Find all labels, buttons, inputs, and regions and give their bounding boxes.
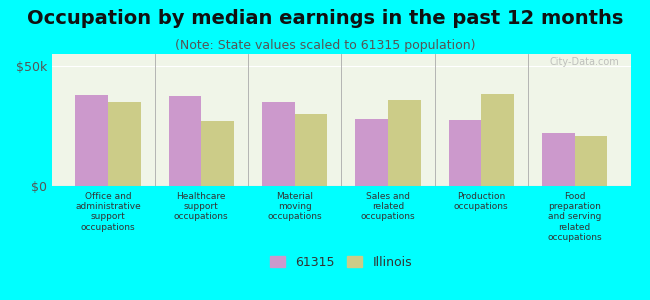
Bar [108, 102, 140, 186]
Legend: 61315, Illinois: 61315, Illinois [264, 249, 419, 275]
Text: (Note: State values scaled to 61315 population): (Note: State values scaled to 61315 popu… [175, 39, 475, 52]
Bar [575, 136, 607, 186]
Bar [202, 121, 234, 186]
Text: Occupation by median earnings in the past 12 months: Occupation by median earnings in the pas… [27, 9, 623, 28]
Bar [168, 96, 202, 186]
Bar [75, 95, 108, 186]
Bar [481, 94, 514, 186]
Bar [542, 133, 575, 186]
Bar [448, 120, 481, 186]
Bar [294, 114, 327, 186]
Bar [388, 100, 421, 186]
Bar [356, 119, 388, 186]
Text: City-Data.com: City-Data.com [549, 57, 619, 67]
Bar [262, 102, 294, 186]
